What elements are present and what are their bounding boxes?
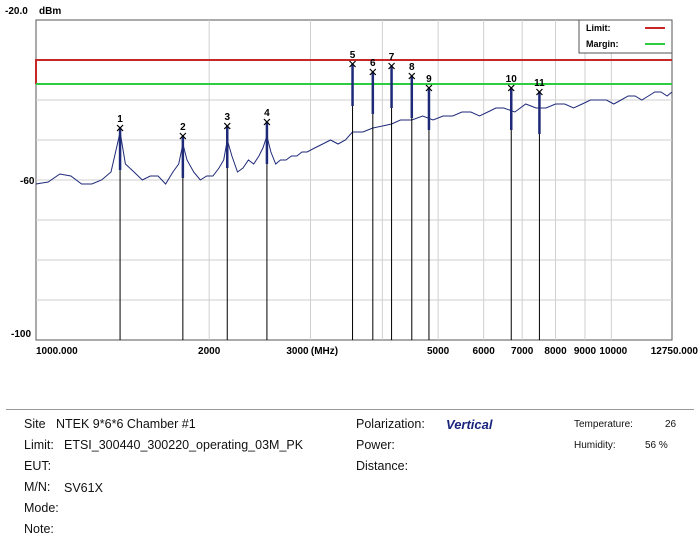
marker-x xyxy=(179,132,187,140)
y-tick-label: -100 xyxy=(11,329,31,340)
x-tick-label: 10000 xyxy=(599,346,627,357)
marker-label: 6 xyxy=(370,58,376,69)
x-tick-label: 1000.000 xyxy=(36,346,78,357)
temperature-value: 26 xyxy=(665,419,677,430)
marker-label: 1 xyxy=(117,114,123,125)
marker-label: 3 xyxy=(224,112,230,123)
marker-x xyxy=(425,84,433,92)
y-axis-unit: dBm xyxy=(39,6,61,17)
site-label: Site xyxy=(24,417,46,431)
marker-label: 8 xyxy=(409,62,415,73)
legend-label-limit: Limit: xyxy=(586,23,611,33)
x-tick-label: 3000 xyxy=(286,346,309,357)
marker-x xyxy=(349,60,356,68)
distance-label: Distance: xyxy=(356,459,409,473)
marker-x xyxy=(263,118,271,126)
marker-label: 11 xyxy=(534,78,545,89)
marker-x xyxy=(535,88,543,96)
marker-label: 7 xyxy=(389,52,395,63)
x-tick-label: 5000 xyxy=(427,346,450,357)
x-tick-label: 9000 xyxy=(574,346,597,357)
marker-x xyxy=(408,72,416,80)
divider-line xyxy=(6,409,694,410)
emission-chart: -20.0 dBm -60 -100 1000.000 2000 3000 (MHz) 5000… xyxy=(5,6,699,357)
x-tick-label: (MHz) xyxy=(311,346,338,357)
x-tick-label: 7000 xyxy=(511,346,534,357)
emission-trace xyxy=(35,91,673,185)
chart-svg: -20.0 dBm -60 -100 1000.000 2000 3000 (MHz) 5000… xyxy=(5,6,699,357)
x-tick-label: 8000 xyxy=(544,346,567,357)
test-info-panel: Site NTEK 9*6*6 Chamber #1 Limit: ETSI_3… xyxy=(0,400,700,544)
mn-label: M/N: xyxy=(24,480,51,494)
legend-box xyxy=(578,19,673,54)
site-value: NTEK 9*6*6 Chamber #1 xyxy=(56,417,196,431)
marker-x xyxy=(369,68,377,76)
marker-x xyxy=(223,122,231,130)
mn-value: SV61X xyxy=(64,481,103,495)
x-tick-label: 2000 xyxy=(198,346,221,357)
marker-label: 2 xyxy=(180,122,186,133)
marker-label: 4 xyxy=(264,108,270,119)
marker-x xyxy=(116,124,124,132)
limit-value: ETSI_300440_300220_operating_03M_PK xyxy=(64,438,304,452)
marker-label: 5 xyxy=(350,50,356,61)
marker-label: 9 xyxy=(426,74,432,85)
x-tick-label: 6000 xyxy=(473,346,496,357)
y-tick-label: -60 xyxy=(20,176,35,187)
limit-line xyxy=(35,59,672,84)
polarization-label: Polarization: xyxy=(356,417,425,431)
legend-label-margin: Margin: xyxy=(586,39,619,49)
eut-label: EUT: xyxy=(24,459,52,473)
y-tick-label: -20.0 xyxy=(5,6,28,17)
marker-x xyxy=(507,84,515,92)
humidity-value: 56 % xyxy=(645,440,668,451)
mode-label: Mode: xyxy=(24,501,59,515)
power-label: Power: xyxy=(356,438,395,452)
limit-label: Limit: xyxy=(24,438,54,452)
x-tick-label: 12750.000 xyxy=(651,346,699,357)
polarization-value: Vertical xyxy=(446,417,493,432)
note-label: Note: xyxy=(24,522,54,536)
marker-label: 10 xyxy=(506,74,518,85)
humidity-label: Humidity: xyxy=(574,440,616,451)
marker-x xyxy=(388,62,395,70)
temperature-label: Temperature: xyxy=(574,419,633,430)
